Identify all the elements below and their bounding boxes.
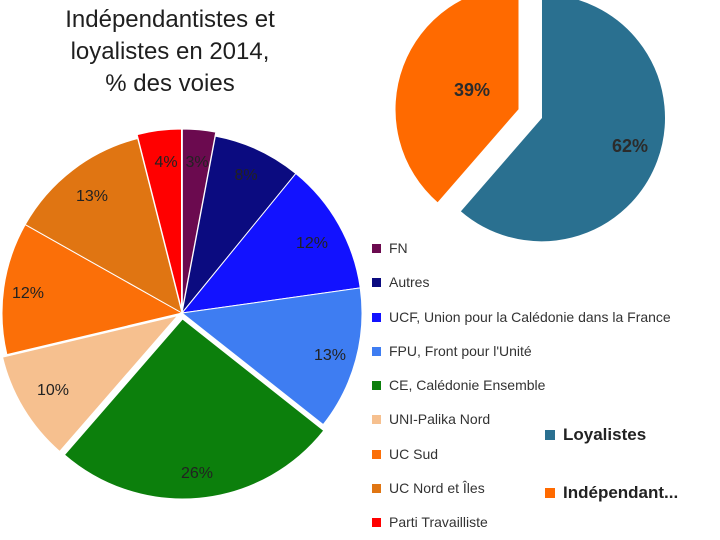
data-label-uc-sud: 12%	[12, 285, 44, 302]
legend-label-fpu: FPU, Front pour l'Unité	[389, 343, 532, 359]
legend-swatch-uc-sud	[372, 449, 381, 459]
data-label-fpu-front-pour-l-unite: 13%	[314, 347, 346, 364]
pie-slice-uni-palika-nord	[1, 314, 180, 453]
data-label-autres: 8%	[234, 167, 257, 184]
chart-title: Indépendantistes et loyalistes en 2014, …	[20, 4, 320, 100]
pie-slice-ucf-union-pour-la-caledonie-dans-la-france	[180, 172, 361, 314]
legend-label-independantistes: Indépendant...	[563, 483, 679, 502]
pie-slice-independant	[394, 0, 520, 204]
legend-label-uc-sud: UC Sud	[389, 446, 439, 462]
data-label-uc-nord-et-iles: 13%	[76, 188, 108, 205]
legend-label-loyalistes: Loyalistes	[563, 425, 647, 444]
data-label-ucf-union-pour-la-caledonie-dans-la-france: 12%	[296, 235, 328, 252]
legend-label-parti-travailliste: Parti Travailliste	[389, 514, 488, 530]
chart-title-line-2: loyalistes en 2014,	[70, 38, 270, 65]
legend-swatch-fn	[372, 243, 381, 253]
legend-label-ucf: UCF, Union pour la Calédonie dans la Fra…	[389, 309, 671, 325]
legend-item-uc-sud: UC Sud	[372, 446, 438, 462]
pie-slice-parti-travailliste	[136, 128, 183, 310]
data-label-loyalistes: 62%	[612, 136, 648, 156]
legend-swatch-ce	[372, 380, 381, 390]
legend-swatch-ucf	[372, 312, 381, 322]
legend-swatch-autres	[372, 277, 381, 287]
legend-label-uc-nord: UC Nord et Îles	[389, 480, 485, 496]
legend-swatch-loyalistes	[545, 430, 555, 440]
legend-item-uc-nord: UC Nord et Îles	[372, 480, 485, 496]
pie-slice-autres	[181, 135, 297, 314]
data-label-independant: 39%	[454, 80, 490, 100]
bloc-pie-chart: 62% 39%	[394, 0, 666, 243]
legend-item-independantistes: Indépendant...	[545, 483, 678, 503]
pie-slice-fpu-front-pour-l-unite	[180, 287, 363, 426]
chart-title-line-1: Indépendantistes et	[65, 6, 275, 33]
legend-item-uni-palika: UNI-Palika Nord	[372, 411, 490, 427]
legend-item-fn: FN	[372, 240, 408, 256]
legend-swatch-uc-nord	[372, 483, 381, 493]
legend-swatch-fpu	[372, 346, 381, 356]
legend-swatch-independantistes	[545, 488, 555, 498]
legend-label-ce: CE, Calédonie Ensemble	[389, 377, 546, 393]
legend-item-ucf: UCF, Union pour la Calédonie dans la Fra…	[372, 309, 671, 325]
pie-slice-ce-caledonie-ensemble	[63, 318, 325, 500]
pie-slice-loyalistes	[459, 0, 666, 243]
chart-title-line-3: % des voies	[105, 70, 235, 97]
data-label-ce-caledonie-ensemble: 26%	[181, 465, 213, 482]
legend-item-loyalistes: Loyalistes	[545, 425, 646, 445]
legend-label-autres: Autres	[389, 274, 430, 290]
legend-swatch-uni-palika	[372, 414, 381, 424]
legend-item-parti-travailliste: Parti Travailliste	[372, 514, 488, 530]
legend-item-fpu: FPU, Front pour l'Unité	[372, 343, 532, 359]
pie-slice-uc-sud	[1, 223, 184, 356]
data-label-uni-palika-nord: 10%	[37, 382, 69, 399]
legend-item-autres: Autres	[372, 274, 429, 290]
data-label-fn: 3%	[185, 154, 208, 171]
legend-label-fn: FN	[389, 240, 408, 256]
main-pie-chart: 3% 8% 12% 13% 26% 10% 12% 13% 4%	[1, 128, 363, 500]
pie-slice-uc-nord-et-iles	[24, 137, 183, 315]
pie-slice-fn	[181, 128, 217, 310]
data-label-parti-travailliste: 4%	[154, 154, 177, 171]
legend-item-ce: CE, Calédonie Ensemble	[372, 377, 545, 393]
legend-swatch-parti-travailliste	[372, 517, 381, 527]
legend-label-uni-palika: UNI-Palika Nord	[389, 411, 491, 427]
